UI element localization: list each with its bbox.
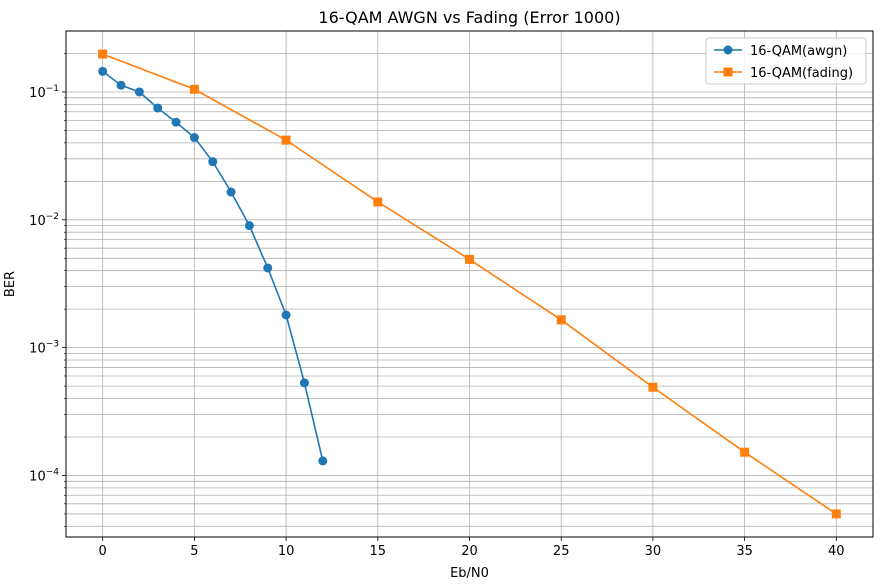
data-point [98, 66, 108, 76]
data-point [648, 382, 658, 392]
series-1 [98, 49, 841, 519]
data-point [226, 187, 236, 197]
x-tick-label: 0 [99, 544, 107, 559]
data-point [465, 254, 474, 264]
data-point [189, 133, 199, 143]
x-tick-label: 30 [645, 544, 662, 559]
y-tick-label: 10−3 [29, 340, 59, 357]
y-axis-label: BER [3, 271, 18, 297]
series [98, 49, 841, 519]
data-point [189, 84, 199, 94]
legend-label: 16-QAM(awgn) [750, 44, 847, 59]
x-axis-label: Eb/N0 [450, 566, 489, 581]
series-0 [98, 66, 328, 466]
chart-title: 16-QAM AWGN vs Fading (Error 1000) [318, 8, 620, 27]
data-point [134, 87, 144, 97]
data-point [556, 315, 566, 325]
data-point [98, 49, 108, 59]
data-point [831, 509, 841, 519]
data-point [281, 135, 291, 145]
legend-label: 16-QAM(fading) [750, 66, 853, 81]
data-point [208, 157, 218, 167]
x-tick-label: 40 [828, 544, 845, 559]
x-tick-label: 25 [553, 544, 570, 559]
y-tick-label: 10−1 [29, 84, 59, 101]
data-point [318, 456, 328, 466]
y-tick-label: 10−2 [29, 212, 59, 229]
data-point [263, 263, 273, 273]
legend: 16-QAM(awgn) 16-QAM(fading) [705, 37, 867, 85]
data-point [171, 117, 181, 127]
series-line [102, 70, 324, 462]
data-point [373, 197, 383, 207]
data-point [116, 80, 126, 90]
x-tick-label: 35 [736, 544, 753, 559]
legend-box [705, 37, 867, 85]
data-point [244, 221, 254, 231]
legend-marker [723, 45, 733, 55]
legend-marker [723, 67, 733, 77]
y-tick-label: 10−4 [29, 467, 59, 484]
x-tick-label: 20 [461, 544, 478, 559]
grid [66, 31, 873, 537]
axis-ticks: 0 5 10 15 20 25 30 35 40 10−4 10−3 10−2 10−1 [29, 53, 845, 559]
x-tick-label: 15 [370, 544, 387, 559]
x-tick-label: 5 [190, 544, 198, 559]
data-point [299, 378, 309, 388]
data-point [740, 447, 750, 457]
data-point [153, 103, 163, 113]
x-tick-label: 10 [278, 544, 295, 559]
data-point [281, 310, 291, 320]
